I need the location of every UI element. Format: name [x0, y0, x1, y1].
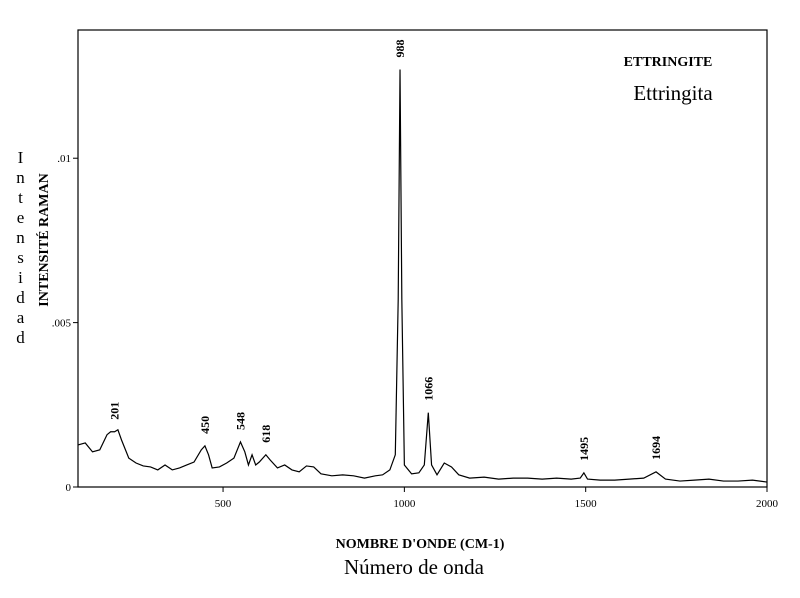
x-tick-label: 2000 [756, 498, 779, 510]
peak-label: 1495 [577, 437, 591, 461]
y-axis-label-2: Intensidad [11, 148, 30, 348]
spectrum-line [77, 69, 768, 483]
plot-frame [77, 29, 768, 488]
peak-label: 1066 [421, 377, 435, 401]
peak-label: 618 [259, 425, 273, 443]
x-tick-label: 500 [215, 498, 232, 510]
x-axis-label: NOMBRE D'ONDE (CM-1) [336, 537, 505, 552]
y-axis-label: INTENSITÉ RAMAN [35, 173, 52, 306]
peak-label: 201 [108, 402, 122, 420]
x-tick-label: 1500 [575, 498, 598, 510]
chart-title: ETTRINGITE [624, 55, 713, 70]
chart-subtitle: Ettringita [633, 81, 713, 105]
y-tick-label: .01 [57, 153, 71, 165]
peak-label: 548 [233, 412, 247, 430]
x-axis-label-2: Número de onda [344, 555, 485, 579]
x-tick-label: 1000 [393, 498, 416, 510]
peak-label: 988 [393, 39, 407, 57]
peak-label: 1694 [649, 436, 663, 460]
peak-label: 450 [198, 416, 212, 434]
y-tick-label: .005 [52, 318, 72, 330]
y-tick-label: 0 [66, 482, 72, 494]
